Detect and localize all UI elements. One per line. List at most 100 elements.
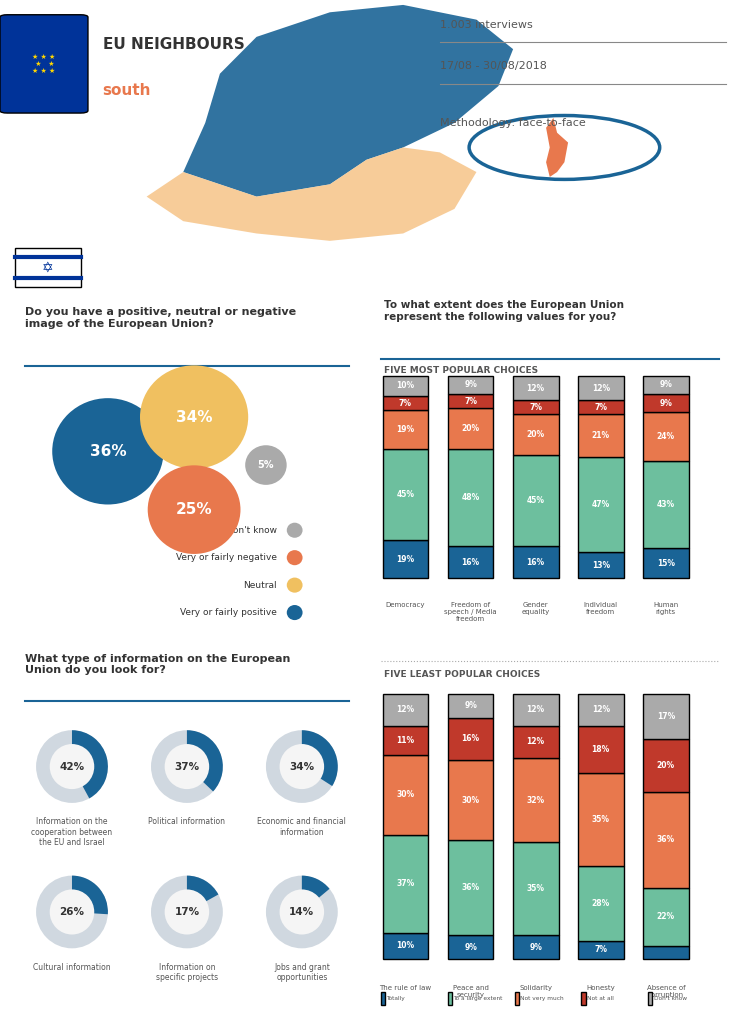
- Wedge shape: [302, 730, 338, 786]
- Text: 9%: 9%: [464, 943, 477, 951]
- Circle shape: [165, 890, 209, 935]
- Text: Don't know: Don't know: [226, 525, 277, 535]
- FancyBboxPatch shape: [643, 376, 689, 394]
- Text: 5%: 5%: [258, 460, 274, 470]
- Circle shape: [279, 744, 324, 790]
- Text: EU NEIGHBOURS: EU NEIGHBOURS: [103, 37, 244, 52]
- FancyBboxPatch shape: [448, 409, 493, 449]
- Text: Totally: Totally: [386, 995, 405, 1000]
- Text: 13%: 13%: [592, 560, 610, 569]
- FancyBboxPatch shape: [648, 992, 652, 1005]
- Text: 20%: 20%: [462, 424, 479, 433]
- Circle shape: [52, 398, 163, 505]
- Text: Jobs and grant
opportunities: Jobs and grant opportunities: [274, 963, 330, 982]
- Text: 34%: 34%: [176, 410, 213, 425]
- Text: 10%: 10%: [397, 382, 415, 390]
- FancyBboxPatch shape: [448, 546, 493, 579]
- Circle shape: [50, 744, 95, 790]
- FancyBboxPatch shape: [383, 835, 428, 933]
- FancyBboxPatch shape: [513, 726, 559, 758]
- Text: The rule of law: The rule of law: [380, 985, 432, 990]
- Text: Absence of
corruption: Absence of corruption: [647, 985, 685, 997]
- FancyBboxPatch shape: [643, 792, 689, 888]
- Text: 36%: 36%: [89, 443, 126, 459]
- FancyBboxPatch shape: [448, 376, 493, 394]
- Text: 10%: 10%: [397, 941, 415, 950]
- Text: 30%: 30%: [397, 791, 415, 799]
- FancyBboxPatch shape: [383, 933, 428, 959]
- Text: 12%: 12%: [397, 706, 415, 715]
- Text: 22%: 22%: [657, 912, 675, 922]
- Text: Not very much: Not very much: [520, 995, 564, 1000]
- Text: 18%: 18%: [592, 745, 610, 754]
- Text: 28%: 28%: [592, 899, 610, 908]
- Circle shape: [287, 578, 303, 593]
- Text: 16%: 16%: [462, 557, 479, 566]
- Text: 9%: 9%: [660, 398, 672, 408]
- FancyBboxPatch shape: [643, 739, 689, 792]
- FancyBboxPatch shape: [448, 394, 493, 409]
- FancyBboxPatch shape: [383, 694, 428, 726]
- Circle shape: [266, 730, 338, 803]
- Text: 7%: 7%: [464, 396, 477, 406]
- Circle shape: [151, 730, 223, 803]
- FancyBboxPatch shape: [15, 248, 81, 287]
- FancyBboxPatch shape: [513, 415, 559, 455]
- Text: 12%: 12%: [592, 384, 610, 392]
- Circle shape: [50, 890, 95, 935]
- Text: Information on the
cooperation between
the EU and Israel: Information on the cooperation between t…: [32, 817, 113, 847]
- Wedge shape: [187, 876, 218, 912]
- Text: 36%: 36%: [462, 883, 479, 892]
- Circle shape: [245, 445, 287, 485]
- Text: Very or fairly negative: Very or fairly negative: [176, 553, 277, 562]
- Text: 25%: 25%: [176, 502, 213, 517]
- Text: Do you have a positive, neutral or negative
image of the European Union?: Do you have a positive, neutral or negat…: [25, 307, 296, 329]
- Text: Neutral: Neutral: [243, 581, 277, 590]
- Text: What type of information on the European
Union do you look for?: What type of information on the European…: [25, 654, 291, 676]
- Text: 19%: 19%: [397, 425, 415, 434]
- Text: Solidarity: Solidarity: [519, 985, 552, 990]
- Circle shape: [140, 366, 248, 469]
- Text: 19%: 19%: [397, 555, 415, 563]
- FancyBboxPatch shape: [578, 694, 624, 726]
- Text: 9%: 9%: [529, 943, 542, 951]
- FancyBboxPatch shape: [581, 992, 586, 1005]
- FancyBboxPatch shape: [383, 449, 428, 540]
- Text: 17/08 - 30/08/2018: 17/08 - 30/08/2018: [440, 61, 547, 72]
- Circle shape: [287, 550, 303, 565]
- Text: Human
rights: Human rights: [653, 602, 679, 615]
- FancyBboxPatch shape: [513, 546, 559, 579]
- Text: 34%: 34%: [290, 762, 314, 771]
- Text: Economic and financial
information: Economic and financial information: [257, 817, 346, 837]
- FancyBboxPatch shape: [448, 840, 493, 935]
- Text: Gender
equality: Gender equality: [522, 602, 550, 615]
- FancyBboxPatch shape: [643, 694, 689, 739]
- Circle shape: [165, 744, 209, 790]
- Text: Political information: Political information: [148, 817, 226, 826]
- Text: 35%: 35%: [527, 885, 545, 893]
- Text: 16%: 16%: [526, 557, 545, 566]
- Text: Freedom of
speech / Media
freedom: Freedom of speech / Media freedom: [444, 602, 497, 623]
- FancyBboxPatch shape: [578, 457, 624, 552]
- Polygon shape: [147, 147, 476, 241]
- FancyBboxPatch shape: [643, 394, 689, 413]
- Text: 7%: 7%: [529, 402, 542, 412]
- FancyBboxPatch shape: [513, 935, 559, 959]
- FancyBboxPatch shape: [383, 726, 428, 755]
- FancyBboxPatch shape: [643, 946, 689, 959]
- FancyBboxPatch shape: [578, 726, 624, 773]
- FancyBboxPatch shape: [578, 552, 624, 579]
- Text: Cultural information: Cultural information: [33, 963, 111, 972]
- Text: 17%: 17%: [657, 712, 675, 721]
- FancyBboxPatch shape: [578, 773, 624, 866]
- Text: 12%: 12%: [526, 706, 545, 715]
- Text: FIVE LEAST POPULAR CHOICES: FIVE LEAST POPULAR CHOICES: [384, 671, 541, 679]
- Circle shape: [287, 605, 303, 621]
- Text: To a large extent: To a large extent: [453, 995, 503, 1000]
- Text: 15%: 15%: [657, 558, 675, 567]
- Text: 12%: 12%: [592, 706, 610, 715]
- Text: 7%: 7%: [594, 945, 607, 954]
- FancyBboxPatch shape: [383, 411, 428, 449]
- Text: 37%: 37%: [397, 879, 415, 888]
- Text: 1.003 interviews: 1.003 interviews: [440, 19, 533, 30]
